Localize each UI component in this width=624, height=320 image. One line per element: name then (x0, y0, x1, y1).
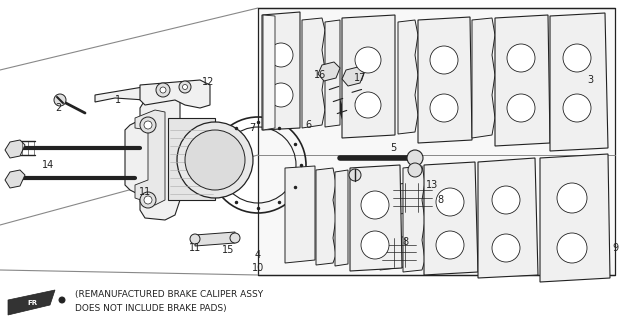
Circle shape (563, 94, 591, 122)
Circle shape (492, 234, 520, 262)
Polygon shape (478, 158, 538, 278)
Circle shape (349, 169, 361, 181)
Circle shape (185, 130, 245, 190)
Polygon shape (258, 8, 615, 275)
Circle shape (430, 46, 458, 74)
Circle shape (430, 94, 458, 122)
Polygon shape (418, 17, 472, 143)
Circle shape (269, 43, 293, 67)
Polygon shape (8, 290, 55, 315)
Polygon shape (560, 45, 595, 75)
Circle shape (407, 150, 423, 166)
Circle shape (156, 83, 170, 97)
Polygon shape (424, 162, 478, 275)
Circle shape (355, 47, 381, 73)
Polygon shape (285, 166, 315, 263)
Polygon shape (378, 235, 420, 270)
Text: 6: 6 (305, 120, 311, 130)
Polygon shape (398, 20, 418, 134)
Polygon shape (168, 118, 215, 200)
Polygon shape (540, 154, 610, 282)
Circle shape (190, 234, 200, 244)
Circle shape (361, 231, 389, 259)
Circle shape (436, 231, 464, 259)
Polygon shape (263, 15, 275, 130)
Circle shape (269, 83, 293, 107)
Circle shape (230, 233, 240, 243)
Text: 11: 11 (139, 187, 151, 197)
Polygon shape (472, 18, 495, 138)
Circle shape (140, 117, 156, 133)
Text: 15: 15 (222, 245, 234, 255)
Circle shape (361, 191, 389, 219)
Text: DOES NOT INCLUDE BRAKE PADS): DOES NOT INCLUDE BRAKE PADS) (75, 303, 227, 313)
Circle shape (563, 44, 591, 72)
Polygon shape (350, 165, 402, 271)
Text: (REMANUFACTURED BRAKE CALIPER ASSY: (REMANUFACTURED BRAKE CALIPER ASSY (75, 291, 263, 300)
Circle shape (507, 44, 535, 72)
Polygon shape (390, 180, 435, 215)
Text: 17: 17 (354, 73, 366, 83)
Polygon shape (403, 166, 425, 272)
Text: 1: 1 (115, 95, 121, 105)
Text: 10: 10 (252, 263, 264, 273)
Text: 13: 13 (426, 180, 438, 190)
Text: 2: 2 (55, 103, 61, 113)
Polygon shape (135, 110, 165, 205)
Polygon shape (262, 12, 300, 130)
Text: 5: 5 (390, 143, 396, 153)
Circle shape (144, 121, 152, 129)
Circle shape (54, 94, 66, 106)
Text: 14: 14 (42, 160, 54, 170)
Circle shape (59, 297, 65, 303)
Circle shape (557, 233, 587, 263)
Text: FR: FR (27, 300, 37, 306)
Text: 8: 8 (437, 195, 443, 205)
Circle shape (182, 84, 187, 90)
Circle shape (436, 188, 464, 216)
Polygon shape (195, 232, 235, 246)
Text: 3: 3 (587, 75, 593, 85)
Polygon shape (302, 18, 325, 128)
Polygon shape (495, 15, 550, 146)
Polygon shape (550, 13, 608, 151)
Polygon shape (140, 80, 210, 108)
Text: 16: 16 (314, 70, 326, 80)
Circle shape (179, 81, 191, 93)
Polygon shape (342, 15, 395, 138)
Polygon shape (316, 168, 336, 265)
Text: 9: 9 (612, 243, 618, 253)
Circle shape (557, 183, 587, 213)
Polygon shape (335, 170, 348, 266)
Text: 11: 11 (189, 243, 201, 253)
Polygon shape (5, 140, 25, 158)
Text: 7: 7 (249, 123, 255, 133)
Circle shape (507, 94, 535, 122)
Circle shape (144, 196, 152, 204)
Polygon shape (325, 20, 340, 127)
Circle shape (492, 186, 520, 214)
Text: 8: 8 (402, 237, 408, 247)
Polygon shape (95, 85, 180, 220)
Polygon shape (5, 170, 25, 188)
Circle shape (355, 92, 381, 118)
Circle shape (408, 163, 422, 177)
Polygon shape (342, 67, 364, 86)
Circle shape (160, 87, 166, 93)
Text: 12: 12 (202, 77, 214, 87)
Text: 4: 4 (255, 250, 261, 260)
Polygon shape (318, 62, 340, 81)
Circle shape (140, 192, 156, 208)
Circle shape (177, 122, 253, 198)
